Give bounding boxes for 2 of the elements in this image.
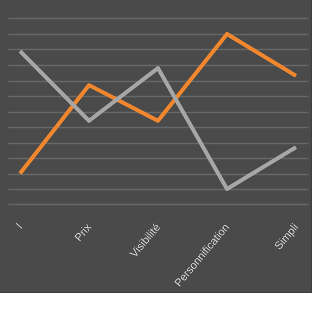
x-tick-label: l	[14, 222, 26, 232]
x-tick-label: Prix	[72, 221, 94, 244]
